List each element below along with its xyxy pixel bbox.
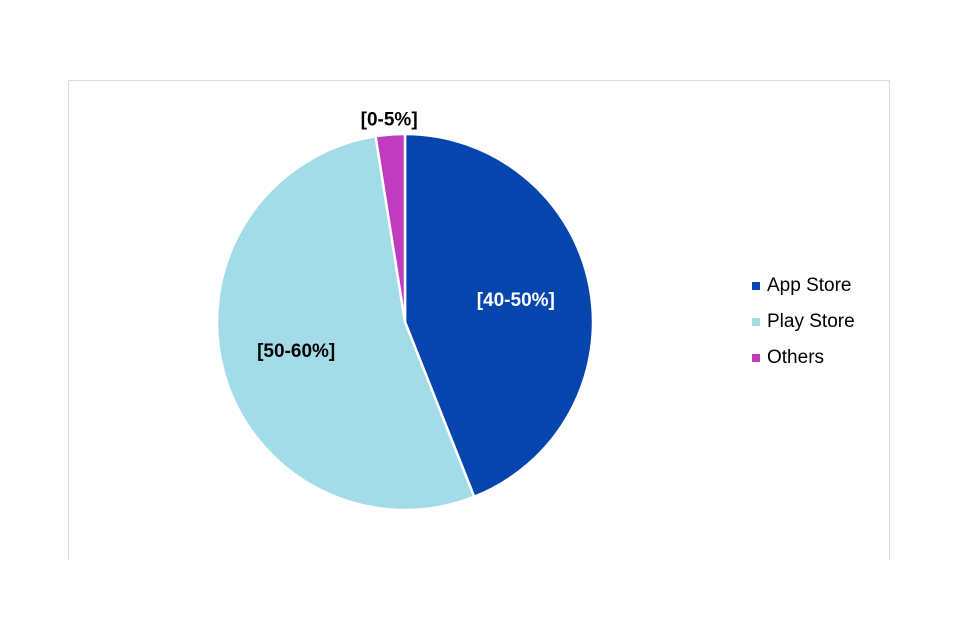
legend-label: Play Store bbox=[767, 311, 855, 332]
legend-label: Others bbox=[767, 347, 824, 368]
legend-swatch bbox=[752, 354, 760, 362]
pie-slice bbox=[403, 132, 595, 499]
legend-swatch bbox=[752, 318, 760, 326]
chart-frame bbox=[68, 80, 890, 560]
legend-label: App Store bbox=[767, 275, 852, 296]
pie-slice bbox=[215, 134, 476, 512]
data-label: [40-50%] bbox=[477, 290, 555, 311]
data-label: [50-60%] bbox=[257, 341, 335, 362]
legend-swatch bbox=[752, 282, 760, 290]
data-label: [0-5%] bbox=[361, 110, 418, 131]
pie-slice bbox=[374, 132, 407, 323]
